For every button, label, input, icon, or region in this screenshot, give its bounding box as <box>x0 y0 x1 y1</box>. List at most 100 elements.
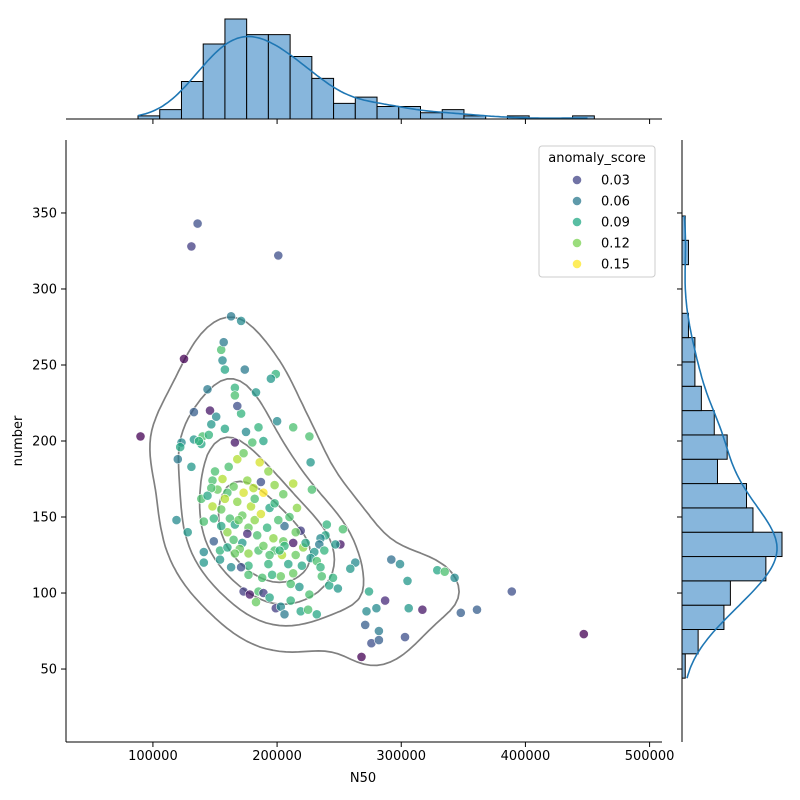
scatter-point <box>345 563 356 574</box>
y-axis-label: number <box>11 415 26 466</box>
scatter-point <box>232 454 243 465</box>
right-histogram-bar <box>681 507 754 533</box>
scatter-point <box>175 442 186 452</box>
scatter-point <box>233 515 244 525</box>
scatter-point <box>380 595 390 606</box>
legend-marker <box>572 217 582 227</box>
x-axis-label: N50 <box>350 771 376 786</box>
scatter-point <box>264 592 275 603</box>
right-histogram-bar <box>681 580 731 606</box>
scatter-point <box>304 431 315 442</box>
scatter-point <box>439 566 450 577</box>
scatter-point <box>218 337 229 348</box>
scatter-point <box>288 422 299 433</box>
right-histogram-bar <box>681 556 767 582</box>
scatter-point <box>288 478 299 489</box>
scatter-point <box>253 422 264 433</box>
y-tick-label: 50 <box>40 663 57 678</box>
scatter-point <box>258 541 269 551</box>
scatter-point <box>371 603 382 614</box>
scatter-point <box>364 586 374 597</box>
scatter-point <box>373 635 384 645</box>
scatter-point <box>328 572 338 583</box>
y-tick-label: 250 <box>32 358 57 373</box>
scatter-point <box>263 466 274 477</box>
scatter-point <box>208 513 219 524</box>
legend-label: 0.15 <box>601 258 630 273</box>
scatter-point <box>279 521 290 531</box>
scatter-point <box>278 489 289 500</box>
scatter-point <box>210 466 220 477</box>
right-histogram-bar <box>681 361 696 387</box>
scatter-point <box>202 490 213 501</box>
scatter-point <box>304 589 315 600</box>
scatter-point <box>232 496 243 507</box>
scatter-point <box>506 586 517 597</box>
legend-label: 0.06 <box>601 195 630 210</box>
legend: anomaly_score 0.03 0.06 0.09 0.12 0.15 <box>538 145 656 278</box>
top-histogram-bar <box>419 112 443 120</box>
scatter-point <box>269 498 280 509</box>
scatter-point <box>311 609 322 620</box>
scatter-point <box>243 569 254 580</box>
top-histogram-bar <box>224 18 248 120</box>
scatter-point <box>284 512 295 522</box>
scatter-point <box>249 493 260 504</box>
scatter-point <box>305 457 316 468</box>
right-histogram-bar <box>681 531 783 558</box>
scatter-point <box>186 461 197 472</box>
scatter-points <box>135 218 589 662</box>
scatter-point <box>241 426 251 437</box>
scatter-point <box>274 545 285 556</box>
scatter-point <box>244 589 255 600</box>
scatter-point <box>228 534 239 545</box>
scatter-point <box>223 461 234 472</box>
scatter-point <box>321 519 332 530</box>
y-tick-label: 300 <box>32 282 57 297</box>
right-kde-line <box>683 215 778 679</box>
scatter-point <box>182 527 193 538</box>
scatter-point <box>252 530 263 541</box>
scatter-point <box>296 560 307 571</box>
scatter-point <box>208 536 219 547</box>
right-histogram-bar <box>681 629 699 655</box>
scatter-point <box>188 407 199 417</box>
scatter-point <box>275 571 286 582</box>
x-tick-label: 300000 <box>376 749 426 764</box>
scatter-point <box>198 516 209 527</box>
scatter-point <box>417 604 428 615</box>
legend-marker <box>572 196 582 206</box>
scatter-point <box>288 538 299 548</box>
scatter-point <box>226 311 236 322</box>
scatter-point <box>272 416 282 427</box>
top-histogram-bar <box>246 34 269 120</box>
scatter-point <box>373 626 384 636</box>
y-tick-label: 100 <box>32 587 57 602</box>
scatter-point <box>268 533 279 544</box>
scatter-point <box>135 431 146 442</box>
scatter-point <box>238 448 249 459</box>
scatter-point <box>273 515 284 525</box>
scatter-point <box>578 629 589 639</box>
scatter-point <box>267 569 277 580</box>
scatter-point <box>216 504 227 515</box>
scatter-point <box>215 554 225 565</box>
scatter-point <box>330 539 341 550</box>
scatter-point <box>171 515 182 525</box>
scatter-point <box>217 355 228 366</box>
scatter-point <box>236 315 246 326</box>
scatter-point <box>193 436 204 446</box>
right-histogram-bar <box>681 604 725 631</box>
scatter-point <box>239 364 250 375</box>
legend-marker <box>572 175 582 185</box>
scatter-point <box>360 620 371 630</box>
scatter-point <box>192 218 203 229</box>
scatter-point <box>254 457 265 468</box>
scatter-point <box>472 604 482 615</box>
scatter-point <box>306 484 317 495</box>
scatter-point <box>356 652 367 662</box>
scatter-point <box>290 527 301 538</box>
scatter-point <box>248 483 259 493</box>
scatter-point <box>205 405 215 416</box>
